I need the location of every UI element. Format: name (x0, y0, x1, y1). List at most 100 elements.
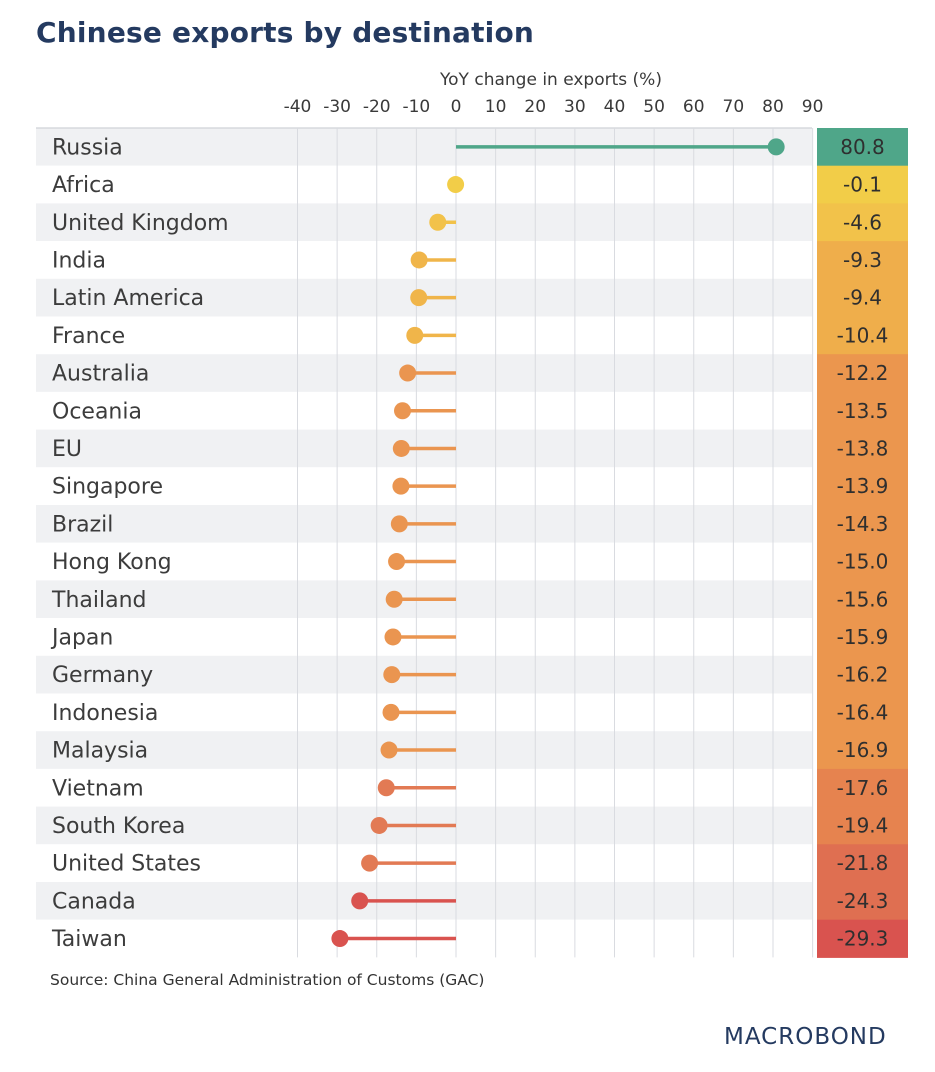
x-tick-label: -40 (284, 97, 312, 117)
value-label: -10.4 (837, 323, 889, 347)
x-tick-label: -20 (363, 97, 391, 117)
category-label: Oceania (52, 399, 142, 424)
lollipop-marks (331, 138, 785, 948)
macrobond-logo: MACROBOND (724, 1024, 887, 1050)
category-label: United States (52, 852, 201, 877)
value-cell (817, 655, 908, 694)
x-tick-label: 40 (604, 97, 626, 117)
category-label: Russia (52, 135, 123, 160)
value-cell (817, 429, 908, 468)
value-cell (817, 768, 908, 808)
x-tick-label: 80 (762, 97, 784, 117)
category-label: Africa (52, 173, 115, 198)
value-cell (817, 806, 908, 845)
lollipop-dot (383, 666, 401, 684)
x-tick-label: 10 (485, 97, 507, 117)
value-label: -9.3 (843, 248, 882, 272)
lollipop-dot (380, 741, 398, 759)
lollipop-dot (377, 779, 395, 797)
category-label: Thailand (51, 588, 146, 613)
value-cell (817, 618, 908, 657)
category-label: Japan (50, 625, 113, 650)
lollipop-dot (361, 854, 379, 872)
row-backgrounds (36, 127, 812, 958)
gridlines (297, 128, 814, 958)
value-label: -16.2 (837, 663, 889, 687)
value-label: -13.5 (837, 399, 889, 423)
value-cell (817, 241, 908, 280)
row-background (36, 203, 812, 242)
lollipop-dot (385, 590, 403, 608)
value-cell (817, 882, 908, 921)
value-cell (817, 165, 908, 204)
value-label: -29.3 (837, 927, 889, 951)
lollipop-dot (392, 477, 410, 495)
value-cell (817, 505, 908, 544)
lollipop-dot (390, 515, 408, 533)
value-label: -14.3 (837, 512, 889, 536)
x-tick-label: 60 (683, 97, 705, 117)
x-tick-labels: -40 -30 -20 -10 0 10 20 30 40 50 60 70 80 90 (284, 97, 824, 117)
value-cell (817, 693, 908, 732)
value-cell (817, 467, 908, 506)
value-label: -16.9 (837, 738, 889, 762)
lollipop-dot (399, 364, 417, 382)
category-label: EU (52, 437, 82, 462)
value-label: -16.4 (837, 700, 889, 724)
category-label: Singapore (52, 475, 163, 500)
value-cell (817, 580, 908, 619)
lollipop-dot (370, 816, 388, 834)
value-label: 80.8 (840, 135, 885, 159)
category-label: Taiwan (51, 927, 127, 952)
lollipop-dot (394, 402, 412, 420)
value-cell (817, 391, 908, 431)
category-label: Hong Kong (52, 550, 172, 575)
x-axis-label: YoY change in exports (%) (439, 70, 662, 90)
x-tick-label: 90 (802, 97, 824, 117)
category-label: Indonesia (52, 701, 158, 726)
lollipop-dot (406, 326, 424, 344)
value-label: -15.6 (837, 587, 889, 611)
lollipop-dot (410, 289, 428, 307)
value-label: -0.1 (843, 173, 882, 197)
lollipop-dot (429, 213, 447, 231)
value-cell (817, 731, 908, 770)
value-label: -24.3 (837, 889, 889, 913)
value-cell (817, 203, 908, 242)
value-cell (817, 844, 908, 883)
value-label: -21.8 (837, 851, 889, 875)
lollipop-dot (331, 930, 349, 948)
value-cell (817, 354, 908, 393)
chart-title: Chinese exports by destination (36, 16, 535, 49)
category-label: Canada (52, 889, 136, 914)
lollipop-dot (392, 439, 410, 457)
category-label: Latin America (52, 286, 204, 311)
value-label: -12.2 (837, 361, 889, 385)
category-label: Germany (52, 663, 153, 688)
category-label: South Korea (52, 814, 185, 839)
x-tick-label: 30 (564, 97, 586, 117)
x-tick-label: 0 (451, 97, 462, 117)
x-tick-label: -30 (323, 97, 351, 117)
value-cell (817, 919, 908, 958)
lollipop-dot (767, 138, 785, 156)
value-label: -13.8 (837, 436, 889, 460)
category-labels: Russia Africa United Kingdom India Latin Ame… (50, 135, 229, 952)
category-label: India (52, 248, 106, 273)
value-column: 80.8 -0.1 -4.6 -9.3 -9.4 -10.4 -12.2 -13.5 -13.8… (817, 128, 908, 958)
category-label: United Kingdom (52, 211, 229, 236)
category-label: Australia (52, 362, 149, 387)
value-label: -13.9 (837, 474, 889, 498)
lollipop-dot (388, 553, 406, 571)
row-background (36, 165, 812, 204)
category-label: Brazil (52, 512, 113, 537)
category-label: Malaysia (52, 739, 148, 764)
value-label: -4.6 (843, 210, 882, 234)
lollipop-dot (447, 176, 465, 194)
category-label: Vietnam (52, 776, 144, 801)
lollipop-dot (382, 703, 400, 721)
category-label: France (52, 324, 125, 349)
value-cell (817, 278, 908, 317)
value-label: -15.9 (837, 625, 889, 649)
